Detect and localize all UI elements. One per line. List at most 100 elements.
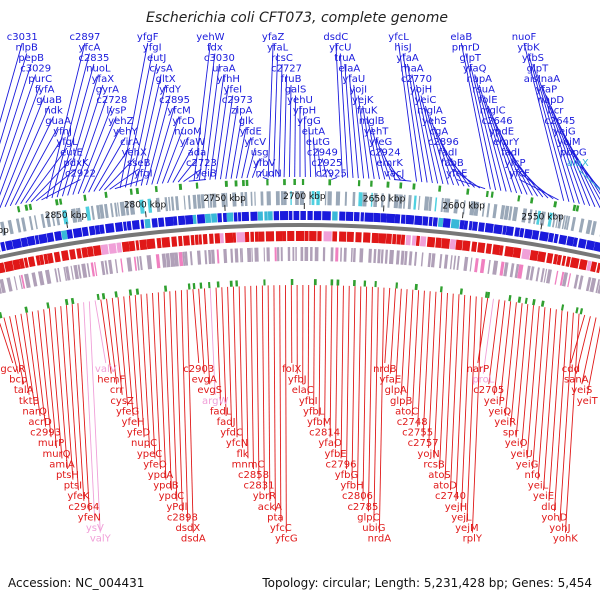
content-band-outer bbox=[521, 208, 528, 223]
content-band-inner bbox=[234, 248, 239, 263]
content-band-inner bbox=[161, 253, 167, 268]
reverse-strand-feature bbox=[198, 234, 203, 245]
reverse-gene-connector bbox=[261, 285, 265, 491]
forward-gene-label: yfdE bbox=[240, 127, 262, 138]
outer-marker-ring bbox=[104, 191, 108, 199]
reverse-strand-feature bbox=[46, 252, 54, 264]
reverse-gene-connector bbox=[384, 287, 391, 364]
reverse-gene-label: dsdA bbox=[181, 534, 206, 545]
content-band-inner bbox=[388, 249, 395, 265]
reverse-gene-label: c2903 bbox=[183, 364, 214, 375]
forward-strand-feature bbox=[519, 228, 525, 238]
reverse-gene-connector bbox=[175, 290, 183, 512]
forward-gene-label: yehT bbox=[364, 127, 389, 138]
reverse-gene-connector bbox=[244, 286, 249, 459]
reverse-gene-label: yPdl bbox=[166, 502, 187, 513]
content-band-inner bbox=[573, 274, 579, 289]
forward-gene-connector bbox=[124, 53, 153, 188]
reverse-gene-label: yfbM bbox=[307, 417, 331, 428]
reverse-strand-feature bbox=[60, 250, 70, 262]
reverse-gene-label: elaC bbox=[292, 385, 314, 396]
outer-marker-ring bbox=[24, 204, 29, 211]
forward-strand-feature bbox=[267, 211, 273, 221]
forward-strand-feature bbox=[94, 225, 101, 235]
content-band-outer bbox=[403, 194, 406, 209]
reverse-gene-label: valV bbox=[95, 364, 117, 375]
content-band-inner bbox=[368, 248, 372, 263]
reverse-strand-feature bbox=[23, 257, 29, 268]
content-band-inner bbox=[597, 281, 600, 294]
outer-marker-ring bbox=[412, 183, 416, 190]
reverse-gene-label: glpA bbox=[385, 385, 407, 396]
forward-strand-feature bbox=[422, 216, 429, 226]
reverse-gene-connector bbox=[570, 314, 586, 364]
forward-gene-connector bbox=[15, 126, 59, 205]
reverse-gene-connector bbox=[169, 291, 178, 501]
forward-gene-connector bbox=[119, 42, 149, 189]
forward-gene-connector bbox=[177, 158, 198, 183]
content-band-outer bbox=[155, 197, 161, 213]
forward-gene-label: pmrD bbox=[452, 43, 480, 54]
reverse-gene-connector bbox=[482, 298, 494, 374]
content-band-outer bbox=[290, 191, 292, 206]
reverse-gene-connector bbox=[564, 313, 580, 533]
forward-gene-connector bbox=[204, 63, 220, 181]
reverse-gene-label: yojN bbox=[417, 449, 439, 460]
forward-strand-feature bbox=[547, 232, 555, 243]
content-band-outer bbox=[139, 199, 145, 214]
reverse-strand-feature bbox=[565, 256, 571, 267]
content-band-inner bbox=[359, 248, 364, 263]
forward-gene-label: yfhJ bbox=[53, 127, 72, 138]
content-band-inner bbox=[492, 260, 499, 275]
inner-marker-ring bbox=[96, 293, 100, 301]
content-band-inner bbox=[559, 271, 565, 286]
content-band-inner bbox=[247, 247, 252, 262]
content-band-inner bbox=[223, 248, 228, 264]
content-band-outer bbox=[418, 195, 421, 210]
forward-gene-connector bbox=[161, 126, 184, 184]
content-band-outer bbox=[170, 196, 175, 211]
reverse-strand-feature bbox=[250, 231, 255, 242]
content-band-inner bbox=[352, 248, 356, 263]
forward-gene-label: c2949 bbox=[307, 148, 338, 159]
reverse-strand-feature bbox=[265, 231, 275, 242]
reverse-gene-connector bbox=[526, 306, 540, 459]
reverse-strand-feature bbox=[171, 236, 178, 247]
content-band-outer bbox=[147, 198, 153, 213]
content-band-inner bbox=[81, 263, 88, 278]
inner-marker-ring bbox=[164, 285, 168, 292]
content-band-outer bbox=[221, 192, 226, 208]
forward-strand-feature bbox=[380, 213, 387, 223]
forward-strand-feature bbox=[339, 211, 346, 221]
forward-gene-connector bbox=[348, 74, 359, 179]
content-band-outer bbox=[499, 205, 506, 220]
reverse-gene-label: nrdA bbox=[368, 534, 392, 545]
reverse-strand-feature bbox=[449, 239, 457, 250]
forward-strand-feature bbox=[468, 221, 473, 231]
forward-gene-connector bbox=[61, 74, 99, 197]
forward-gene-label: aisInaA bbox=[524, 74, 561, 85]
inner-marker-ring bbox=[235, 280, 238, 287]
reverse-strand-feature bbox=[378, 233, 387, 244]
forward-strand-feature bbox=[20, 237, 29, 248]
forward-strand-feature bbox=[54, 231, 63, 242]
forward-strand-feature bbox=[0, 241, 6, 252]
forward-gene-connector bbox=[198, 53, 216, 181]
reverse-gene-connector bbox=[340, 285, 344, 459]
outer-marker-ring bbox=[178, 183, 183, 190]
reverse-gene-connector bbox=[351, 286, 356, 480]
reverse-gene-label: crr bbox=[110, 385, 124, 396]
forward-strand-feature bbox=[66, 229, 74, 239]
forward-gene-connector bbox=[519, 179, 559, 201]
inner-marker-ring bbox=[207, 281, 211, 289]
forward-gene-label: fdx bbox=[207, 43, 223, 54]
reverse-gene-connector bbox=[111, 297, 123, 395]
forward-gene-label: yfaW bbox=[180, 137, 206, 148]
reverse-gene-label: yfbI bbox=[299, 396, 318, 407]
forward-gene-connector bbox=[416, 84, 439, 184]
forward-gene-label: c2925 bbox=[311, 158, 342, 169]
forward-gene-connector bbox=[398, 42, 417, 182]
reverse-gene-label: yfaE bbox=[379, 375, 401, 386]
content-band-outer bbox=[119, 201, 126, 217]
forward-gene-label: vacJ bbox=[384, 169, 405, 180]
